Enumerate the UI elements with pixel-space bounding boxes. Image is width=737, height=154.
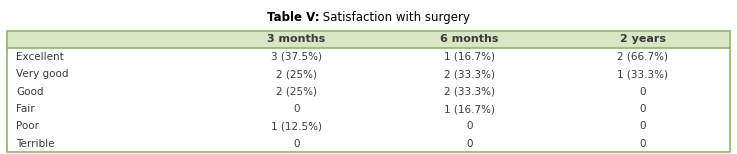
Text: Fair: Fair — [16, 104, 35, 114]
Bar — [7, 118, 730, 135]
Text: 0: 0 — [640, 121, 646, 131]
Text: 0: 0 — [640, 139, 646, 149]
Text: 0: 0 — [467, 139, 473, 149]
Text: 3 (37.5%): 3 (37.5%) — [270, 52, 322, 62]
Text: 2 (25%): 2 (25%) — [276, 69, 317, 79]
Text: 2 years: 2 years — [620, 34, 666, 45]
Text: Terrible: Terrible — [16, 139, 55, 149]
Bar — [7, 31, 730, 48]
Text: Excellent: Excellent — [16, 52, 64, 62]
Text: Very good: Very good — [16, 69, 69, 79]
Text: 1 (33.3%): 1 (33.3%) — [618, 69, 668, 79]
Bar — [7, 83, 730, 100]
Text: Poor: Poor — [16, 121, 39, 131]
Text: 3 months: 3 months — [267, 34, 326, 45]
Text: 2 (66.7%): 2 (66.7%) — [618, 52, 668, 62]
Text: 2 (25%): 2 (25%) — [276, 87, 317, 97]
Text: 6 months: 6 months — [441, 34, 499, 45]
Text: 0: 0 — [640, 87, 646, 97]
Bar — [7, 31, 730, 152]
Bar — [7, 66, 730, 83]
Text: 0: 0 — [467, 121, 473, 131]
Text: Table V:: Table V: — [267, 11, 319, 24]
Text: 1 (12.5%): 1 (12.5%) — [270, 121, 322, 131]
Text: 2 (33.3%): 2 (33.3%) — [444, 87, 495, 97]
Text: 0: 0 — [293, 104, 299, 114]
Text: Good: Good — [16, 87, 43, 97]
Bar — [7, 48, 730, 66]
Bar — [7, 100, 730, 118]
Text: 1 (16.7%): 1 (16.7%) — [444, 104, 495, 114]
Text: 2 (33.3%): 2 (33.3%) — [444, 69, 495, 79]
Bar — [7, 135, 730, 152]
Text: 1 (16.7%): 1 (16.7%) — [444, 52, 495, 62]
Text: 0: 0 — [293, 139, 299, 149]
Text: 0: 0 — [640, 104, 646, 114]
Text: Satisfaction with surgery: Satisfaction with surgery — [319, 11, 470, 24]
